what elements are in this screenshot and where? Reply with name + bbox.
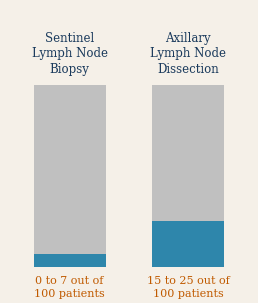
- FancyBboxPatch shape: [152, 221, 224, 267]
- Text: Sentinel
Lymph Node
Biopsy: Sentinel Lymph Node Biopsy: [32, 32, 108, 76]
- Text: 0 to 7 out of
100 patients: 0 to 7 out of 100 patients: [34, 276, 105, 299]
- FancyBboxPatch shape: [34, 85, 106, 254]
- Text: 15 to 25 out of
100 patients: 15 to 25 out of 100 patients: [147, 276, 230, 299]
- Text: Axillary
Lymph Node
Dissection: Axillary Lymph Node Dissection: [150, 32, 226, 76]
- FancyBboxPatch shape: [34, 254, 106, 267]
- FancyBboxPatch shape: [152, 85, 224, 221]
